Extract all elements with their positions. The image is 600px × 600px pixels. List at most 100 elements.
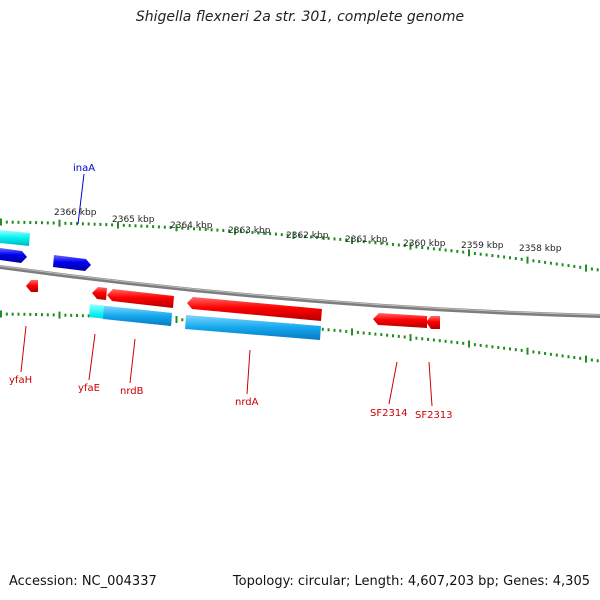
minor-tick: [374, 332, 377, 336]
minor-tick: [503, 346, 506, 350]
major-tick: [175, 316, 178, 323]
major-tick: [0, 218, 2, 226]
minor-tick: [544, 260, 547, 264]
minor-tick: [128, 224, 131, 228]
minor-tick: [397, 243, 400, 247]
minor-tick: [520, 257, 523, 261]
minor-tick: [520, 348, 523, 352]
gene-label-yfaH[interactable]: yfaH: [9, 375, 32, 386]
SF2313-leader: [428, 361, 433, 407]
minor-tick: [532, 350, 535, 354]
minor-tick: [35, 221, 38, 225]
yfaH-gene[interactable]: [26, 280, 38, 292]
minor-tick: [555, 262, 558, 266]
minor-tick: [64, 313, 67, 317]
minor-tick: [280, 233, 283, 237]
minor-tick: [538, 260, 541, 264]
inaA-gene[interactable]: [53, 255, 91, 271]
minor-tick: [41, 313, 43, 317]
gene-label-SF2313[interactable]: SF2313: [415, 410, 453, 421]
minor-tick: [17, 220, 20, 224]
gene-label-nrdB[interactable]: nrdB: [120, 386, 144, 397]
minor-tick: [315, 235, 318, 239]
minor-tick: [23, 312, 26, 316]
minor-tick: [46, 313, 49, 317]
major-tick: [351, 328, 353, 336]
minor-tick: [187, 226, 190, 230]
reverse-orf-feature[interactable]: [103, 306, 172, 326]
ruler-tick-label: 2358 kbp: [519, 244, 562, 254]
minor-tick: [573, 264, 576, 268]
forward-cds-feature[interactable]: [0, 248, 27, 263]
minor-tick: [485, 253, 488, 257]
major-tick: [117, 221, 119, 229]
SF2313-gene[interactable]: [426, 316, 440, 329]
minor-tick: [41, 221, 43, 225]
minor-tick: [456, 341, 459, 345]
gene-label-nrdA[interactable]: nrdA: [235, 397, 259, 408]
minor-tick: [81, 222, 84, 226]
minor-tick: [29, 312, 32, 316]
major-tick: [585, 355, 587, 363]
major-tick: [409, 334, 412, 342]
minor-tick: [339, 237, 342, 241]
gene-label-SF2314[interactable]: SF2314: [370, 408, 408, 419]
minor-tick: [169, 226, 172, 229]
minor-tick: [310, 235, 313, 239]
minor-tick: [432, 247, 435, 251]
nrdA-leader: [246, 349, 251, 395]
minor-tick: [549, 352, 552, 356]
minor-tick: [356, 330, 359, 334]
minor-tick: [386, 242, 389, 246]
minor-tick: [304, 234, 307, 238]
yfaH-leader: [20, 325, 27, 373]
SF2314-gene[interactable]: [373, 313, 427, 328]
minor-tick: [152, 225, 155, 229]
minor-tick: [35, 313, 38, 316]
minor-tick: [362, 240, 365, 244]
minor-tick: [157, 225, 160, 229]
minor-tick: [397, 334, 400, 338]
yfaE-leader: [88, 333, 96, 381]
SF2314-leader: [388, 361, 398, 405]
gene-label-inaA[interactable]: inaA: [73, 163, 95, 174]
genome-backbone-highlight: [0, 265, 600, 316]
gene-label-yfaE[interactable]: yfaE: [78, 383, 100, 394]
minor-tick: [146, 224, 149, 228]
minor-tick: [514, 348, 517, 352]
minor-tick: [163, 225, 166, 229]
minor-tick: [444, 339, 447, 343]
nrdB-gene[interactable]: [107, 289, 174, 308]
genome-backbone: [0, 265, 600, 318]
minor-tick: [514, 257, 517, 260]
minor-tick: [64, 221, 67, 225]
minor-tick: [356, 239, 359, 243]
minor-tick: [269, 232, 272, 236]
major-tick: [468, 340, 470, 348]
minor-tick: [345, 329, 348, 333]
minor-tick: [257, 231, 260, 235]
upper-tick-track: [0, 218, 599, 272]
reverse-orf-feature[interactable]: [185, 315, 321, 340]
yfaE-gene[interactable]: [92, 287, 107, 300]
nrdA-gene[interactable]: [187, 297, 322, 321]
major-tick: [175, 224, 178, 232]
minor-tick: [228, 229, 231, 233]
minor-tick: [380, 333, 383, 337]
minor-tick: [503, 255, 506, 259]
minor-tick: [403, 335, 406, 339]
minor-tick: [23, 220, 26, 224]
forward-orf-feature[interactable]: [0, 230, 30, 246]
ruler-tick-label: 2361 kbp: [345, 235, 388, 245]
minor-tick: [245, 230, 248, 234]
minor-tick: [485, 344, 488, 348]
minor-tick: [76, 314, 78, 317]
minor-tick: [11, 312, 14, 316]
minor-tick: [421, 337, 424, 341]
minor-tick: [5, 220, 8, 224]
minor-tick: [415, 336, 418, 340]
minor-tick: [392, 242, 394, 246]
major-tick: [409, 242, 412, 250]
minor-tick: [76, 222, 78, 226]
